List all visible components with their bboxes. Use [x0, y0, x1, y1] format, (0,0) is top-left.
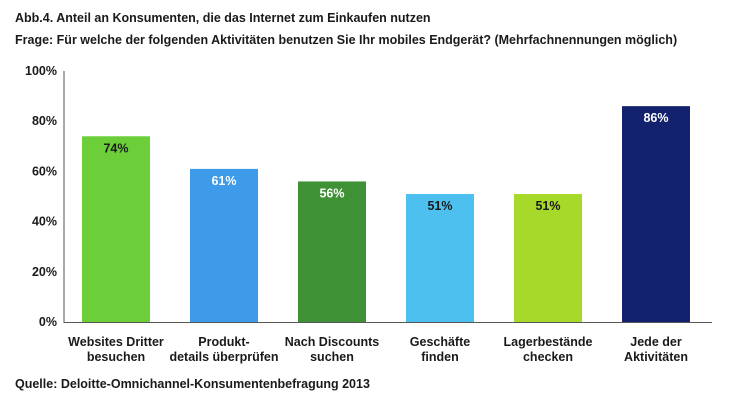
data-label: 61%	[211, 174, 236, 188]
category-label: Produkt-	[198, 335, 249, 349]
category-label: Lagerbestände	[504, 335, 593, 349]
data-label: 56%	[319, 186, 344, 200]
bar	[406, 193, 474, 322]
y-tick-label: 100%	[25, 64, 57, 78]
y-tick-label: 20%	[32, 265, 57, 279]
bar	[82, 136, 150, 322]
y-tick-label: 60%	[32, 164, 57, 178]
category-label: details überprüfen	[169, 350, 278, 364]
bar	[622, 106, 690, 322]
bar	[190, 168, 258, 322]
y-tick-label: 40%	[32, 215, 57, 229]
chart-subtitle: Frage: Für welche der folgenden Aktivitä…	[15, 33, 678, 47]
bar	[514, 193, 582, 322]
category-label: finden	[421, 350, 459, 364]
data-label: 74%	[103, 141, 128, 155]
category-label: Websites Dritter	[68, 335, 164, 349]
category-label: Aktivitäten	[624, 350, 688, 364]
source-note: Quelle: Deloitte-Omnichannel-Konsumenten…	[15, 377, 370, 391]
data-label: 51%	[427, 199, 452, 213]
bar	[298, 181, 366, 322]
data-label: 51%	[535, 199, 560, 213]
category-label: besuchen	[87, 350, 145, 364]
y-tick-label: 0%	[39, 315, 57, 329]
category-label: suchen	[310, 350, 354, 364]
category-label: Nach Discounts	[285, 335, 380, 349]
category-label: checken	[523, 350, 573, 364]
data-label: 86%	[643, 111, 668, 125]
category-label: Jede der	[630, 335, 682, 349]
y-tick-label: 80%	[32, 114, 57, 128]
chart-title: Abb.4. Anteil an Konsumenten, die das In…	[15, 11, 431, 25]
category-label: Geschäfte	[410, 335, 470, 349]
